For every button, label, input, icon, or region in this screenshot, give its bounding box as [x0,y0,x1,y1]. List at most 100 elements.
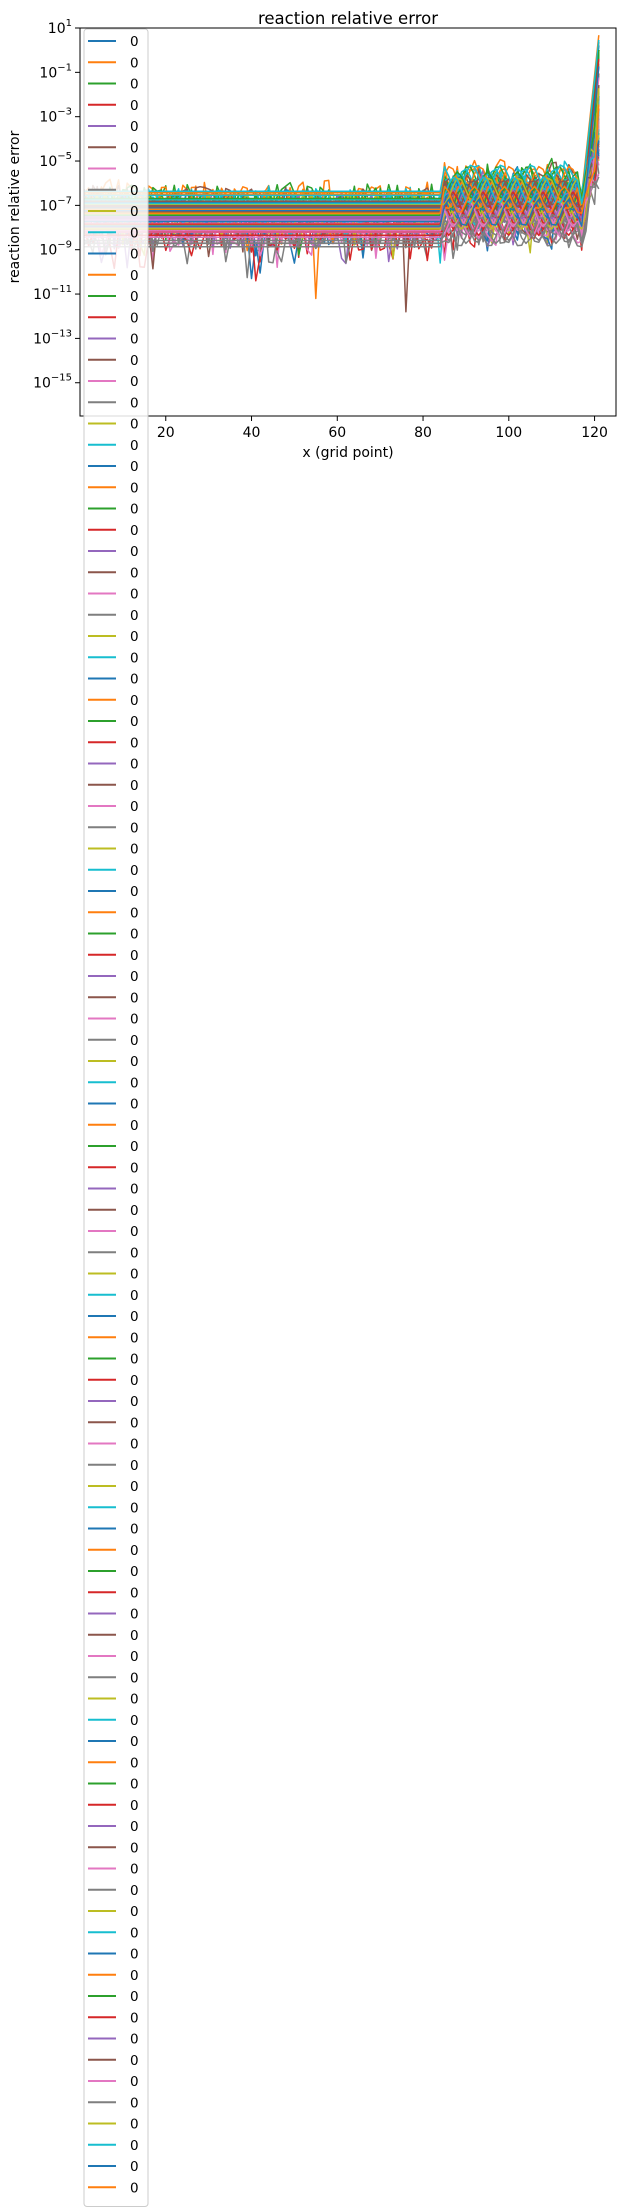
legend-label: 0 [130,438,139,454]
legend-label: 0 [130,1479,139,1495]
series-line [84,85,600,208]
chart-title: reaction relative error [258,9,438,28]
legend-label: 0 [130,1394,139,1410]
legend-label: 0 [130,183,139,199]
series-line [84,39,600,201]
y-tick-exponent: −1 [57,62,72,73]
legend-label: 0 [130,1989,139,2005]
series-line [84,140,600,209]
y-axis-label: reaction relative error [7,130,23,283]
legend-label: 0 [130,1883,139,1899]
y-tick-label: 101 [48,18,72,37]
legend-label: 0 [130,2159,139,2175]
legend-label: 0 [130,1862,139,1878]
legend-label: 0 [130,1904,139,1920]
legend-label: 0 [130,502,139,518]
legend-label: 0 [130,884,139,900]
axis-ticks: 20 40 60 80 100 12010110−110−310−510−710−910−… [33,18,608,441]
y-tick-base: 10 [39,154,57,170]
legend-label: 0 [130,842,139,858]
legend-label: 0 [130,34,139,50]
legend-label: 0 [130,1097,139,1113]
series-line [84,120,600,230]
y-tick-exponent: 1 [66,18,72,29]
y-tick-label: 10−7 [39,195,72,214]
legend-label: 0 [130,1245,139,1261]
legend-label: 0 [130,1458,139,1474]
y-tick-base: 10 [39,243,57,259]
legend-label: 0 [130,820,139,836]
series-line [84,132,600,212]
series-line [84,180,600,245]
y-tick-base: 10 [33,376,51,392]
y-tick-label: 10−9 [39,240,72,259]
plot-area-frame [79,27,617,417]
legend-label: 0 [130,587,139,603]
legend-label: 0 [130,2032,139,2048]
y-tick-base: 10 [39,65,57,81]
y-tick-exponent: −13 [51,328,72,339]
series-line [84,104,600,214]
legend-label: 0 [130,714,139,730]
legend-label: 0 [130,417,139,433]
legend-label: 0 [130,353,139,369]
legend-label: 0 [130,1075,139,1091]
x-tick-label: 20 [157,425,175,441]
y-tick-label: 10−11 [33,284,72,303]
legend-label: 0 [130,2010,139,2026]
legend-label: 0 [130,608,139,624]
legend-label: 0 [130,1692,139,1708]
legend-label: 0 [130,1522,139,1538]
legend-label: 0 [130,310,139,326]
legend-label: 0 [130,77,139,93]
legend-label: 0 [130,225,139,241]
legend-label: 0 [130,1224,139,1240]
y-tick-base: 10 [33,331,51,347]
legend-label: 0 [130,1352,139,1368]
legend-label: 0 [130,1734,139,1750]
legend-label: 0 [130,2117,139,2133]
y-tick-label: 10−1 [39,62,72,81]
x-tick-label: 60 [328,425,346,441]
y-tick-exponent: −11 [51,284,72,295]
legend-label: 0 [130,1819,139,1835]
legend-label: 0 [130,1182,139,1198]
y-tick-base: 10 [48,21,66,37]
legend-label: 0 [130,55,139,71]
legend-label: 0 [130,650,139,666]
y-tick-base: 10 [33,287,51,303]
legend-label: 0 [130,1628,139,1644]
y-tick-exponent: −7 [57,195,72,206]
legend-label: 0 [130,1033,139,1049]
series-line [84,50,600,200]
legend-label: 0 [130,629,139,645]
legend-label: 0 [130,1500,139,1516]
y-tick-exponent: −5 [57,151,72,162]
legend-label: 0 [130,1925,139,1941]
legend-label: 0 [130,268,139,284]
legend-label: 0 [130,1564,139,1580]
x-tick-label: 80 [414,425,432,441]
legend-label: 0 [130,1840,139,1856]
legend-label: 0 [130,204,139,220]
legend-label: 0 [130,289,139,305]
legend-label: 0 [130,119,139,135]
legend-label: 0 [130,1798,139,1814]
legend-label: 0 [130,1415,139,1431]
legend-label: 0 [130,1139,139,1155]
y-tick-base: 10 [39,110,57,126]
series-line [84,132,600,248]
legend-label: 0 [130,969,139,985]
legend-label: 0 [130,948,139,964]
legend-label: 0 [130,799,139,815]
legend-label: 0 [130,1012,139,1028]
series-line [84,155,600,236]
legend-label: 0 [130,1437,139,1453]
legend-label: 0 [130,1713,139,1729]
legend-label: 0 [130,927,139,943]
legend-label: 0 [130,2138,139,2154]
legend-label: 0 [130,162,139,178]
series-line [84,109,600,225]
legend: 0 0 0 0 0 0 0 0 0 0 0 0 0 0 0 0 0 0 0 0 0 0 0 0 0 0 0 0 0 0 0 0 0 0 0 0 0 0 0 0… [83,28,149,2207]
